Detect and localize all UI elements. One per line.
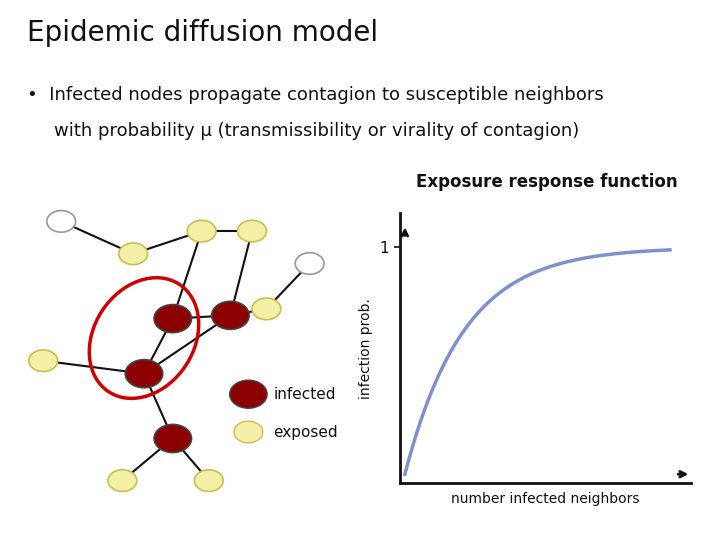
Circle shape bbox=[154, 305, 192, 333]
Circle shape bbox=[119, 243, 148, 265]
Circle shape bbox=[47, 211, 76, 232]
X-axis label: number infected neighbors: number infected neighbors bbox=[451, 491, 639, 505]
Y-axis label: infection prob.: infection prob. bbox=[359, 298, 373, 399]
Circle shape bbox=[108, 470, 137, 491]
Circle shape bbox=[238, 220, 266, 242]
Circle shape bbox=[194, 470, 223, 491]
Text: exposed: exposed bbox=[274, 424, 338, 440]
Text: infected: infected bbox=[274, 387, 336, 402]
Circle shape bbox=[187, 220, 216, 242]
Text: Epidemic diffusion model: Epidemic diffusion model bbox=[27, 19, 379, 47]
Circle shape bbox=[252, 298, 281, 320]
Circle shape bbox=[295, 253, 324, 274]
Text: with probability μ (transmissibility or virality of contagion): with probability μ (transmissibility or … bbox=[54, 122, 580, 139]
Text: •  Infected nodes propagate contagion to susceptible neighbors: • Infected nodes propagate contagion to … bbox=[27, 86, 604, 104]
Circle shape bbox=[230, 380, 267, 408]
Text: Exposure response function: Exposure response function bbox=[416, 173, 678, 191]
Circle shape bbox=[125, 360, 163, 388]
Circle shape bbox=[212, 301, 249, 329]
Circle shape bbox=[154, 424, 192, 453]
Circle shape bbox=[29, 350, 58, 372]
Circle shape bbox=[234, 421, 263, 443]
